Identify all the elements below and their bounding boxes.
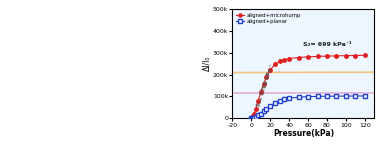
Ellipse shape (0, 60, 378, 85)
Text: S₁≈ 8706 kPa⁻¹: S₁≈ 8706 kPa⁻¹ (256, 63, 275, 107)
aligned+planar (250, 117, 255, 119)
aligned+microhump (256, 100, 260, 102)
aligned+planar (251, 117, 256, 119)
aligned+microhump (264, 76, 269, 78)
aligned+microhump (353, 55, 358, 56)
X-axis label: Pressure(kPa): Pressure(kPa) (273, 129, 334, 138)
aligned+microhump (252, 113, 256, 114)
aligned+planar (334, 95, 339, 97)
Ellipse shape (0, 80, 378, 107)
aligned+microhump (296, 57, 301, 58)
Y-axis label: ΔI/I₀: ΔI/I₀ (202, 56, 211, 71)
aligned+microhump (282, 59, 287, 61)
aligned+planar (268, 106, 273, 107)
aligned+microhump (315, 56, 320, 57)
aligned+planar (282, 98, 287, 100)
aligned+microhump (254, 108, 259, 109)
aligned+planar (273, 102, 277, 104)
Line: aligned+planar: aligned+planar (249, 94, 367, 120)
aligned+microhump (259, 91, 263, 93)
aligned+planar (296, 96, 301, 98)
aligned+planar (252, 117, 256, 118)
aligned+planar (287, 97, 291, 99)
aligned+planar (259, 113, 263, 114)
Text: S₂= 699 kPa⁻¹: S₂= 699 kPa⁻¹ (303, 42, 352, 47)
aligned+microhump (250, 116, 255, 118)
aligned+microhump (251, 115, 256, 117)
Legend: aligned+microhump, aligned+planar: aligned+microhump, aligned+planar (235, 12, 302, 25)
aligned+planar (256, 114, 260, 116)
aligned+planar (344, 95, 348, 97)
aligned+microhump (273, 63, 277, 65)
aligned+microhump (249, 117, 254, 119)
aligned+planar (254, 116, 259, 118)
aligned+microhump (344, 55, 348, 57)
aligned+planar (264, 108, 269, 110)
aligned+planar (325, 95, 329, 97)
aligned+planar (249, 117, 254, 119)
Line: aligned+microhump: aligned+microhump (249, 54, 367, 120)
aligned+microhump (334, 55, 339, 57)
aligned+microhump (363, 54, 367, 56)
aligned+planar (363, 95, 367, 97)
aligned+microhump (287, 58, 291, 59)
aligned+planar (306, 96, 310, 98)
aligned+microhump (262, 83, 266, 85)
aligned+planar (262, 111, 266, 112)
aligned+microhump (325, 55, 329, 57)
aligned+microhump (277, 61, 282, 62)
aligned+planar (277, 100, 282, 102)
aligned+planar (315, 95, 320, 97)
aligned+microhump (268, 69, 273, 71)
aligned+microhump (306, 56, 310, 58)
aligned+planar (353, 95, 358, 97)
